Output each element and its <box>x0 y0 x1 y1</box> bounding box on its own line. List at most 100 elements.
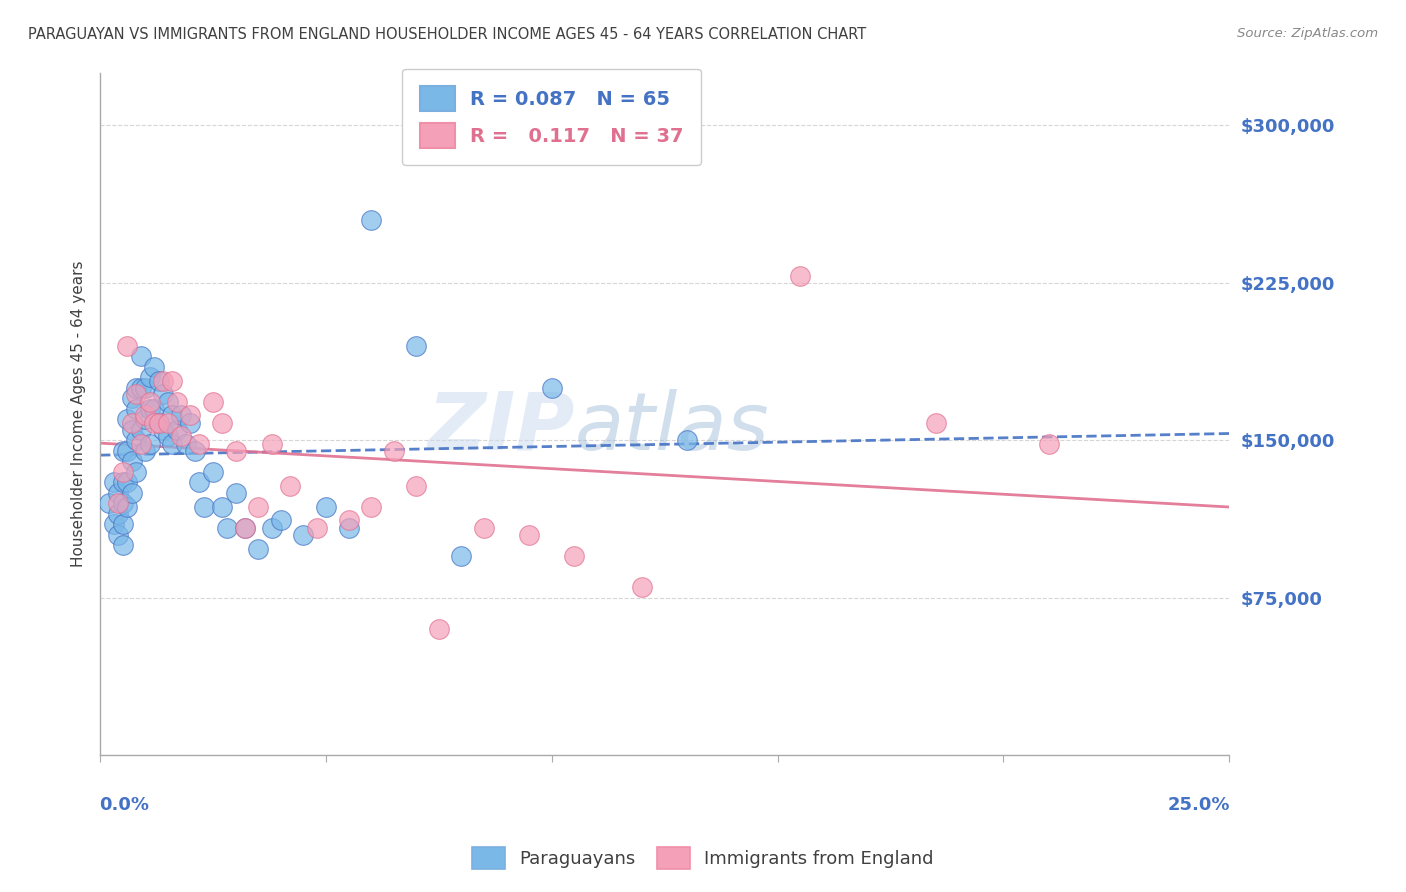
Point <box>121 417 143 431</box>
Point <box>631 580 654 594</box>
Point <box>564 549 586 563</box>
Text: Source: ZipAtlas.com: Source: ZipAtlas.com <box>1237 27 1378 40</box>
Point <box>188 475 211 490</box>
Point <box>337 513 360 527</box>
Point <box>143 359 166 374</box>
Point <box>315 500 337 515</box>
Point <box>129 381 152 395</box>
Point <box>134 408 156 422</box>
Point <box>125 387 148 401</box>
Point <box>111 496 134 510</box>
Point <box>115 412 138 426</box>
Point <box>472 521 495 535</box>
Point <box>305 521 328 535</box>
Point <box>166 395 188 409</box>
Point <box>107 507 129 521</box>
Legend: Paraguayans, Immigrants from England: Paraguayans, Immigrants from England <box>464 838 942 879</box>
Point <box>427 622 450 636</box>
Point <box>152 423 174 437</box>
Point <box>278 479 301 493</box>
Point <box>103 517 125 532</box>
Point <box>115 339 138 353</box>
Text: atlas: atlas <box>575 389 769 467</box>
Legend: R = 0.087   N = 65, R =   0.117   N = 37: R = 0.087 N = 65, R = 0.117 N = 37 <box>402 69 702 165</box>
Point <box>925 417 948 431</box>
Point <box>121 485 143 500</box>
Point <box>360 500 382 515</box>
Point <box>225 485 247 500</box>
Point <box>139 401 162 416</box>
Point <box>156 429 179 443</box>
Point <box>107 527 129 541</box>
Point <box>162 437 184 451</box>
Point <box>111 517 134 532</box>
Point <box>162 375 184 389</box>
Point <box>517 527 540 541</box>
Point <box>337 521 360 535</box>
Point <box>166 423 188 437</box>
Point <box>170 408 193 422</box>
Point <box>125 465 148 479</box>
Point <box>156 417 179 431</box>
Text: 25.0%: 25.0% <box>1168 797 1230 814</box>
Point <box>129 349 152 363</box>
Point <box>107 496 129 510</box>
Point <box>225 443 247 458</box>
Point <box>121 391 143 405</box>
Point <box>247 542 270 557</box>
Point <box>143 417 166 431</box>
Point <box>152 375 174 389</box>
Point <box>111 443 134 458</box>
Point <box>270 513 292 527</box>
Point <box>125 381 148 395</box>
Point <box>139 395 162 409</box>
Point <box>134 443 156 458</box>
Point <box>115 500 138 515</box>
Point <box>382 443 405 458</box>
Point <box>139 437 162 451</box>
Point <box>121 423 143 437</box>
Point <box>215 521 238 535</box>
Point <box>450 549 472 563</box>
Point <box>405 479 427 493</box>
Point <box>121 454 143 468</box>
Point <box>129 423 152 437</box>
Point <box>125 401 148 416</box>
Point <box>115 475 138 490</box>
Point <box>202 465 225 479</box>
Point <box>260 521 283 535</box>
Point <box>148 417 170 431</box>
Point <box>247 500 270 515</box>
Point <box>1038 437 1060 451</box>
Point <box>156 395 179 409</box>
Point <box>179 408 201 422</box>
Point <box>129 437 152 451</box>
Point <box>170 429 193 443</box>
Point <box>676 434 699 448</box>
Point <box>134 381 156 395</box>
Point <box>540 381 562 395</box>
Point <box>152 387 174 401</box>
Point <box>193 500 215 515</box>
Point <box>184 443 207 458</box>
Point <box>125 434 148 448</box>
Point <box>107 485 129 500</box>
Point <box>405 339 427 353</box>
Point <box>211 417 233 431</box>
Point <box>292 527 315 541</box>
Point <box>260 437 283 451</box>
Point <box>174 437 197 451</box>
Point <box>162 408 184 422</box>
Point <box>360 212 382 227</box>
Point <box>188 437 211 451</box>
Point <box>111 475 134 490</box>
Point <box>103 475 125 490</box>
Point <box>139 370 162 384</box>
Text: PARAGUAYAN VS IMMIGRANTS FROM ENGLAND HOUSEHOLDER INCOME AGES 45 - 64 YEARS CORR: PARAGUAYAN VS IMMIGRANTS FROM ENGLAND HO… <box>28 27 866 42</box>
Point <box>148 375 170 389</box>
Point <box>202 395 225 409</box>
Point <box>143 401 166 416</box>
Point <box>233 521 256 535</box>
Point <box>111 465 134 479</box>
Point <box>789 269 811 284</box>
